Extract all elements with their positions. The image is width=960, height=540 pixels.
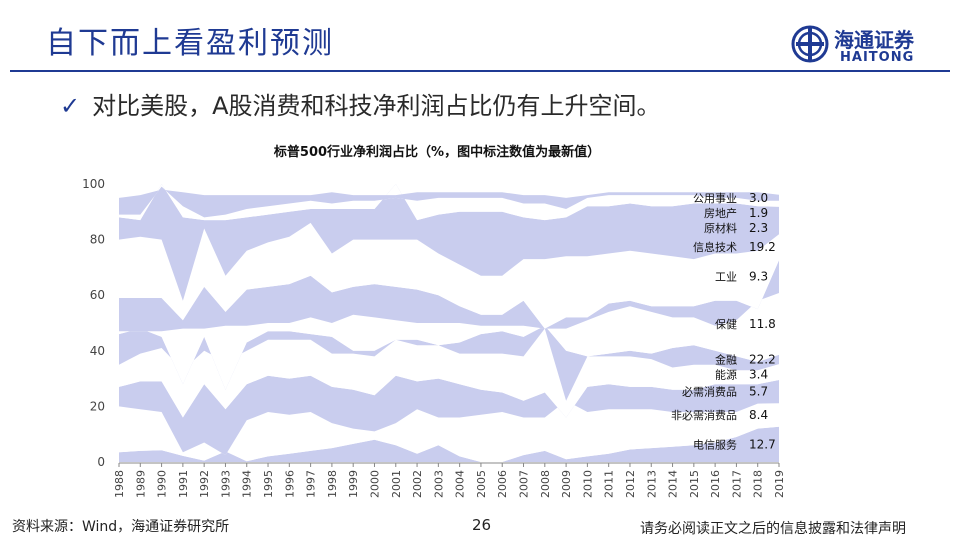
x-tick-label: 2005 bbox=[475, 470, 488, 498]
x-tick-label: 1991 bbox=[177, 470, 190, 498]
series-label: 非必需消费品 bbox=[671, 408, 737, 422]
area-bands bbox=[119, 184, 779, 462]
area-band-2 bbox=[119, 400, 779, 462]
area-band-11 bbox=[119, 186, 779, 218]
x-tick-label: 1999 bbox=[347, 470, 360, 498]
series-label: 房地产 bbox=[704, 206, 737, 220]
x-tick-label: 2019 bbox=[773, 470, 786, 498]
series-label: 电信服务 bbox=[693, 438, 737, 451]
series-latest-value: 9.3 bbox=[749, 270, 768, 284]
x-tick-label: 1998 bbox=[326, 470, 339, 498]
area-band-1 bbox=[119, 426, 779, 462]
x-tick-label: 2016 bbox=[709, 470, 722, 498]
area-band-7 bbox=[119, 260, 779, 332]
x-tick-label: 1992 bbox=[198, 470, 211, 498]
series-latest-value: 3.0 bbox=[749, 191, 768, 205]
series-latest-value: 12.7 bbox=[749, 437, 776, 451]
checkmark-icon: ✓ bbox=[60, 92, 81, 120]
x-tick-label: 1997 bbox=[305, 470, 318, 498]
key-point-bullet: ✓ 对比美股，A股消费和科技净利润占比仍有上升空间。 bbox=[60, 86, 661, 121]
series-latest-value: 8.4 bbox=[749, 408, 768, 422]
y-tick-label: 40 bbox=[90, 344, 105, 358]
y-tick-label: 0 bbox=[97, 455, 105, 469]
x-tick-label: 2007 bbox=[518, 470, 531, 498]
x-tick-label: 1993 bbox=[219, 470, 232, 498]
x-tick-label: 1988 bbox=[113, 470, 126, 498]
x-tick-label: 2014 bbox=[667, 470, 680, 498]
x-tick-label: 2013 bbox=[645, 470, 658, 498]
x-tick-label: 2017 bbox=[730, 470, 743, 498]
series-latest-value: 11.8 bbox=[749, 317, 776, 331]
series-label: 金融 bbox=[715, 352, 737, 366]
area-band-9 bbox=[119, 184, 779, 301]
series-latest-value: 19.2 bbox=[749, 240, 776, 254]
page-number: 26 bbox=[472, 516, 492, 534]
series-latest-value: 3.4 bbox=[749, 367, 768, 381]
x-axis: 1988 1989 1990 1991 1992 1993 1994 1995 1996 1997… bbox=[113, 462, 786, 498]
series-latest-value: 1.9 bbox=[749, 206, 768, 220]
y-tick-label: 80 bbox=[90, 233, 105, 247]
x-tick-label: 2018 bbox=[752, 470, 765, 498]
series-label: 公用事业 bbox=[693, 192, 737, 205]
logo-text-en: HAITONG bbox=[840, 50, 915, 65]
x-tick-label: 1994 bbox=[241, 470, 254, 498]
series-latest-value: 22.2 bbox=[749, 352, 776, 366]
chart-title: 标普500行业净利润占比（%，图中标注数值为最新值） bbox=[273, 144, 600, 160]
logo-text-cn: 海通证券 bbox=[834, 28, 914, 52]
series-label: 工业 bbox=[715, 271, 737, 284]
x-tick-label: 2002 bbox=[411, 470, 424, 498]
x-tick-label: 1995 bbox=[262, 470, 275, 498]
slide-title: 自下而上看盈利预测 bbox=[46, 26, 334, 61]
area-band-4 bbox=[119, 328, 779, 418]
x-tick-label: 2006 bbox=[496, 470, 509, 498]
x-tick-label: 2010 bbox=[581, 470, 594, 498]
y-tick-label: 60 bbox=[90, 288, 105, 302]
series-latest-value: 2.3 bbox=[749, 221, 768, 235]
x-tick-label: 1996 bbox=[283, 470, 296, 498]
x-tick-label: 2012 bbox=[624, 470, 637, 498]
area-band-6 bbox=[119, 293, 779, 390]
series-label: 信息技术 bbox=[693, 240, 737, 254]
x-tick-label: 1989 bbox=[134, 470, 147, 498]
x-tick-label: 2008 bbox=[539, 470, 552, 498]
area-band-3 bbox=[119, 375, 779, 456]
y-tick-label: 20 bbox=[90, 399, 105, 413]
x-tick-label: 2003 bbox=[432, 470, 445, 498]
x-tick-label: 2004 bbox=[454, 470, 467, 498]
title-divider bbox=[10, 70, 950, 72]
x-tick-label: 2015 bbox=[688, 470, 701, 498]
series-label: 保健 bbox=[715, 317, 737, 331]
series-label: 必需消费品 bbox=[682, 385, 737, 399]
area-band-10 bbox=[119, 184, 779, 221]
footer-disclaimer: 请务必阅读正文之后的信息披露和法律声明 bbox=[640, 521, 906, 537]
x-tick-label: 2011 bbox=[603, 470, 616, 498]
haitong-emblem-icon bbox=[791, 25, 829, 63]
x-tick-label: 2001 bbox=[390, 470, 403, 498]
series-latest-value: 5.7 bbox=[749, 385, 768, 399]
y-tick-label: 100 bbox=[82, 177, 105, 191]
series-label: 原材料 bbox=[704, 221, 737, 235]
x-tick-label: 2000 bbox=[368, 470, 381, 498]
series-labels: 公用事业 3.0 房地产 1.9 原材料 2.3 信息技术 19.2 工业 9.3 保健 11.8 金融… bbox=[671, 191, 776, 452]
footer-source: 资料来源：Wind，海通证券研究所 bbox=[12, 519, 230, 535]
bullet-text: 对比美股，A股消费和科技净利润占比仍有上升空间。 bbox=[92, 92, 661, 120]
y-axis: 0 20 40 60 80 100 bbox=[82, 177, 105, 469]
series-label: 能源 bbox=[715, 367, 737, 381]
x-tick-label: 1990 bbox=[156, 470, 169, 498]
x-tick-label: 2009 bbox=[560, 470, 573, 498]
area-band-8 bbox=[119, 222, 779, 329]
haitong-logo: 海通证券 HAITONG bbox=[790, 22, 940, 68]
